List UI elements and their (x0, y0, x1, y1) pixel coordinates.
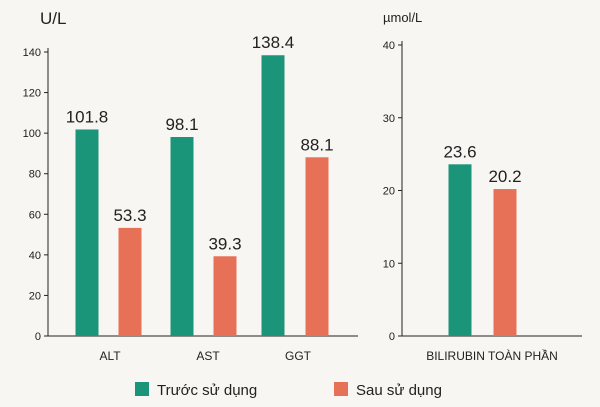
y-tick-label: 30 (383, 113, 395, 125)
x-tick-label: AST (196, 349, 220, 363)
data-label: 39.3 (208, 234, 241, 253)
data-label: 138.4 (252, 33, 295, 52)
y-axis-label: U/L (40, 9, 66, 28)
y-tick-label: 20 (29, 290, 41, 302)
bar (213, 256, 237, 336)
y-tick-label: 140 (23, 47, 41, 59)
y-tick-label: 60 (29, 209, 41, 221)
data-label: 23.6 (443, 142, 476, 161)
bilirubin-panel: 0 10 20 30 40 µmol/L 23.6 20.2 BILIRUBIN TOÀN PH… (383, 10, 582, 363)
bar (305, 157, 329, 336)
data-label: 53.3 (113, 206, 146, 225)
y-tick-label: 20 (383, 186, 395, 198)
liver-enzymes-panel: 0 20 40 60 80 100 120 140 U/L 101.8 53.3 ALT 98.1 39.… (23, 9, 358, 363)
legend-label-before: Trước sử dụng (157, 382, 257, 399)
legend-swatch-after (334, 382, 348, 396)
data-label: 101.8 (66, 107, 109, 126)
x-tick-label: ALT (99, 349, 121, 363)
bar (448, 164, 472, 336)
bar (493, 189, 517, 336)
y-tick-label: 40 (383, 40, 395, 52)
legend: Trước sử dụng Sau sử dụng (135, 382, 442, 399)
bar (75, 129, 99, 336)
bar (261, 55, 285, 336)
data-label: 88.1 (300, 135, 333, 154)
y-tick-label: 10 (383, 258, 395, 270)
y-tick-label: 120 (23, 88, 41, 100)
legend-swatch-before (135, 382, 149, 396)
legend-label-after: Sau sử dụng (356, 382, 442, 399)
y-tick-label: 80 (29, 169, 41, 181)
data-label: 20.2 (488, 167, 521, 186)
y-tick-label: 40 (29, 250, 41, 262)
y-tick-label: 100 (23, 128, 41, 140)
y-tick-label: 0 (389, 331, 395, 343)
y-tick-label: 0 (35, 331, 41, 343)
x-tick-label: BILIRUBIN TOÀN PHẦN (426, 348, 558, 363)
y-axis-label: µmol/L (383, 10, 422, 25)
data-label: 98.1 (165, 115, 198, 134)
x-tick-label: GGT (285, 349, 312, 363)
bar (118, 227, 142, 336)
bar (170, 136, 194, 336)
